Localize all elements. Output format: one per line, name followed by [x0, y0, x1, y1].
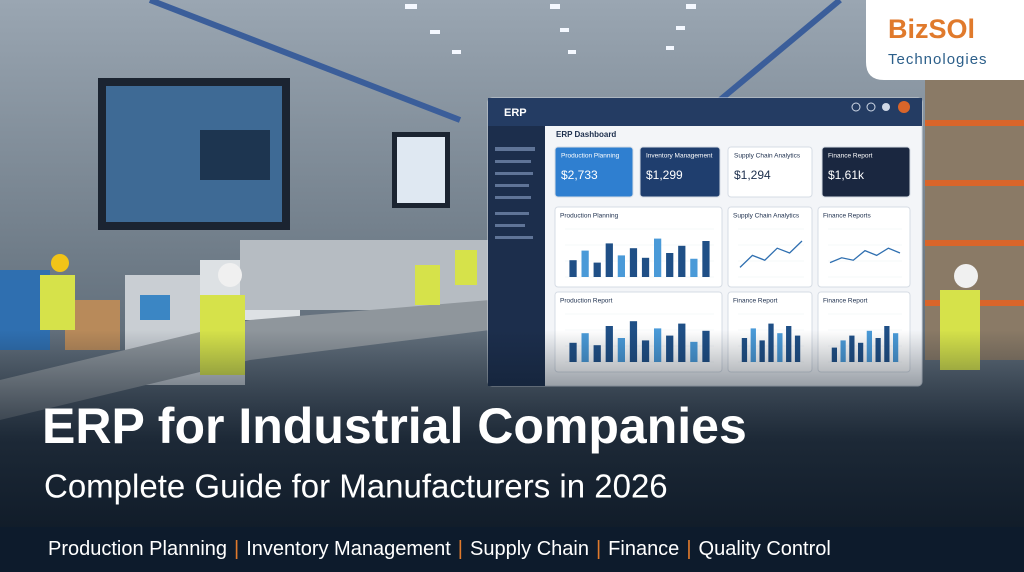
topic-bar — [0, 527, 1024, 572]
topic: Finance — [608, 538, 679, 560]
panel-title: Finance Report — [823, 298, 868, 305]
topic: Production Planning — [48, 538, 227, 560]
panel-title: Finance Reports — [823, 213, 871, 220]
card-value: $1,299 — [646, 168, 683, 182]
panel — [817, 206, 911, 288]
card-label: Supply Chain Analytics — [734, 153, 801, 160]
topic: Inventory Management — [246, 538, 451, 560]
card-value: $1,61k — [828, 168, 865, 182]
card — [554, 146, 634, 198]
logo: BizSOl Technologies — [866, 0, 1024, 80]
bar — [641, 257, 650, 277]
logo-name: BizSOl — [888, 14, 975, 44]
card-label: Finance Report — [828, 153, 873, 160]
separator: | — [458, 538, 463, 560]
subheadline: Complete Guide for Manufacturers in 2026 — [44, 468, 668, 505]
topic: Supply Chain — [470, 538, 589, 560]
card-value: $2,733 — [561, 168, 598, 182]
dashboard-heading: ERP Dashboard — [556, 130, 616, 139]
beams — [148, 0, 842, 123]
card — [821, 146, 911, 198]
bar — [629, 248, 638, 277]
bar — [605, 243, 613, 277]
bar — [702, 241, 710, 277]
panel-title: Production Report — [560, 298, 613, 305]
card — [727, 146, 813, 198]
card-label: Production Planning — [561, 153, 620, 160]
panel-title: Supply Chain Analytics — [733, 213, 800, 220]
panel-title: Production Planning — [560, 213, 619, 220]
bar — [581, 250, 589, 277]
panel-title: Finance Report — [733, 298, 778, 305]
logo-tagline: Technologies — [888, 51, 988, 68]
separator: | — [686, 538, 691, 560]
separator: | — [596, 538, 601, 560]
card-value: $1,294 — [734, 168, 771, 182]
card-label: Inventory Management — [646, 153, 713, 160]
bar — [593, 262, 601, 277]
line — [739, 240, 803, 268]
headline: ERP for Industrial Companies — [42, 398, 747, 454]
bar — [654, 238, 662, 277]
app-name: ERP — [504, 107, 527, 119]
topic: Quality Control — [699, 538, 831, 560]
bar — [617, 255, 625, 277]
topics: Production Planning | Inventory Management… — [48, 538, 831, 560]
separator: | — [234, 538, 239, 560]
wall-screens — [98, 78, 450, 230]
cards: Production Planning $2,733 Inventory Manag… — [554, 146, 911, 198]
bar — [678, 245, 686, 277]
card — [639, 146, 721, 198]
bar — [569, 260, 577, 277]
bar — [666, 253, 674, 277]
panel — [727, 206, 813, 288]
ceiling — [405, 4, 696, 54]
line — [829, 247, 901, 264]
bar — [690, 258, 698, 277]
